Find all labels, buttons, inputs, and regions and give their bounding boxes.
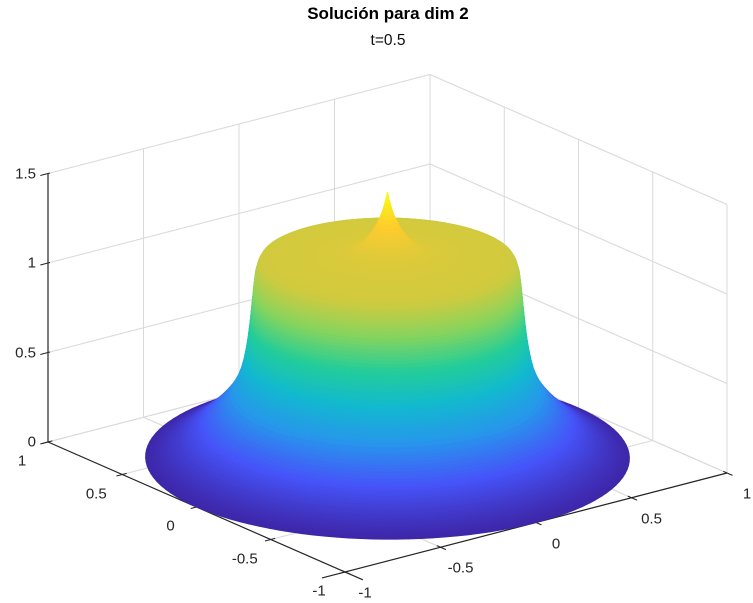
x-tick-label: 1 [742,485,752,503]
chart-title: Solución para dim 2 [307,4,469,23]
z-tick-label: 0 [27,433,36,451]
x-tick-label: -1 [358,584,372,602]
y-tick-label: -0.5 [231,550,258,567]
x-tick-label: -0.5 [447,559,474,577]
y-tick-label: 0.5 [85,485,107,502]
y-tick-label: 0 [166,517,175,535]
z-tick-label: 0.5 [15,344,36,361]
x-tick-label: 0 [551,535,561,552]
y-tick-label: 1 [17,452,27,470]
z-tick-label: 1.5 [15,165,36,182]
y-tick-label: -1 [312,582,326,600]
z-tick-label: 1 [27,254,36,272]
x-tick-label: 0.5 [641,510,662,528]
chart-subtitle: t=0.5 [370,32,406,49]
